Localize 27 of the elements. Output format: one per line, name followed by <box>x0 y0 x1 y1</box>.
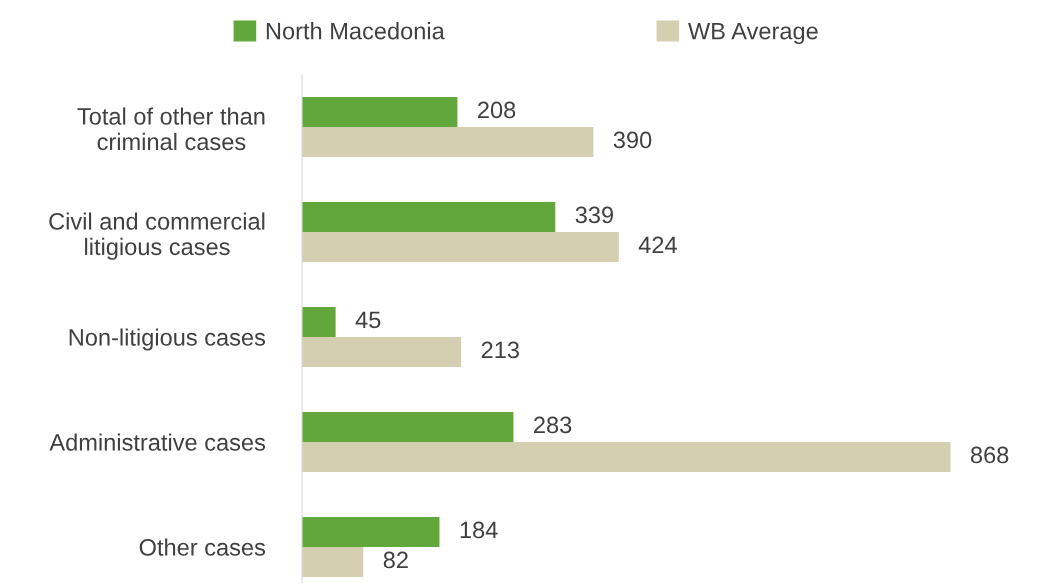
bar <box>302 516 440 547</box>
y-tick-label: Civil and commercial litigious cases <box>49 212 265 260</box>
bar <box>302 201 556 232</box>
data-label: 213 <box>481 341 519 359</box>
legend-label: WB Average <box>688 22 818 45</box>
bar <box>302 546 364 578</box>
y-tick-label: Total of other than criminal cases <box>77 107 265 151</box>
data-label: 208 <box>478 101 516 119</box>
data-label: 339 <box>575 206 613 224</box>
data-label: 82 <box>383 551 408 569</box>
data-label: 424 <box>638 236 677 254</box>
data-label: 45 <box>355 311 381 329</box>
y-tick-label: Other cases <box>139 538 266 556</box>
y-tick-label: Non-litigious cases <box>69 328 266 351</box>
bar <box>302 306 336 337</box>
data-label: 868 <box>970 446 1009 464</box>
y-tick-label: Administrative cases <box>49 433 266 451</box>
bar <box>302 411 514 442</box>
bar <box>302 126 594 158</box>
bar <box>302 96 458 127</box>
data-label: 283 <box>534 416 572 434</box>
bar <box>302 231 619 263</box>
data-label: 184 <box>460 521 498 539</box>
bar <box>302 441 951 473</box>
data-label: 390 <box>613 131 652 149</box>
bar <box>302 336 462 368</box>
legend-label: North Macedonia <box>266 22 445 40</box>
